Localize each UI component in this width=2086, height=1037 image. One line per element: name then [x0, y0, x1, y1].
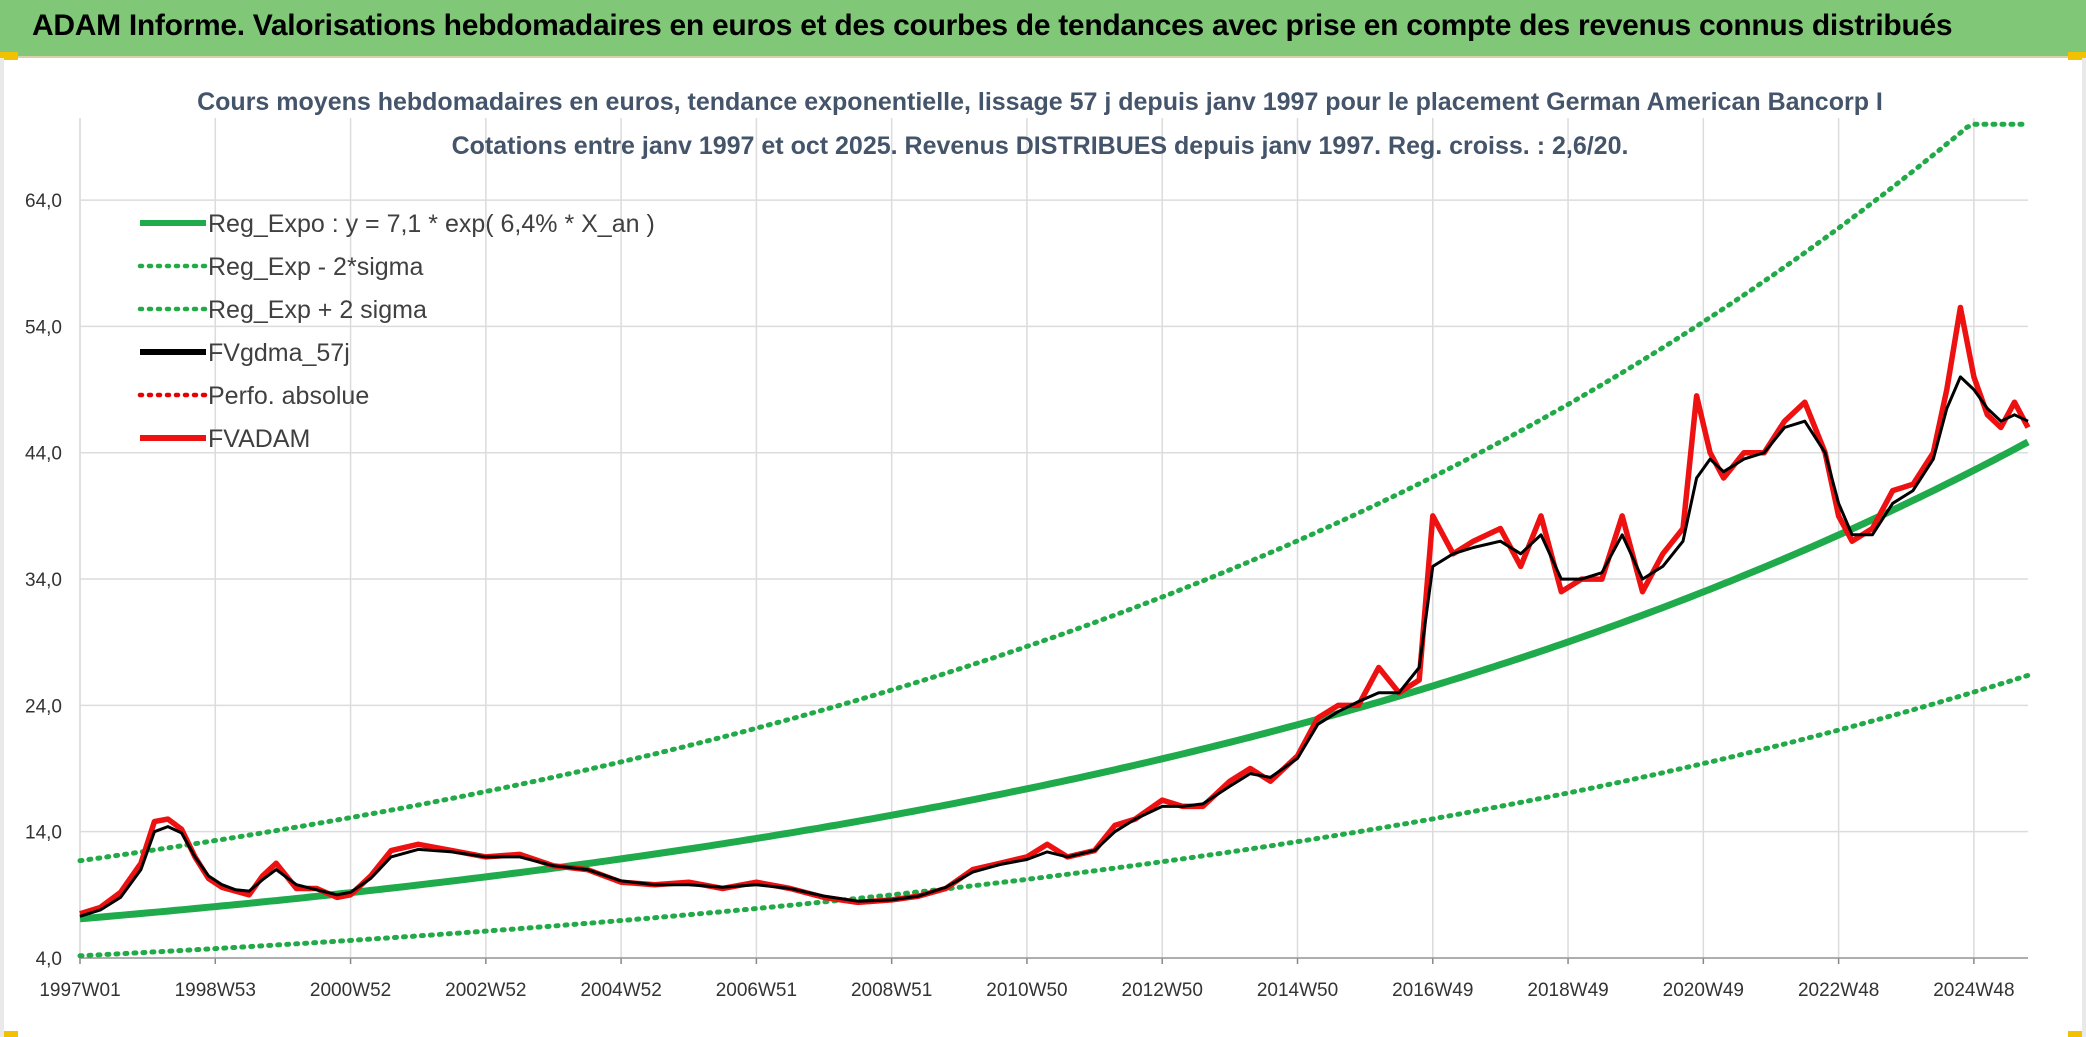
- x-tick-label: 2004W52: [580, 980, 661, 1001]
- chart-title-line-1: Cours moyens hebdomadaires en euros, ten…: [197, 88, 1883, 116]
- y-tick-label: 54,0: [25, 317, 62, 338]
- legend-label: Perfo. absolue: [208, 382, 369, 410]
- report-title: ADAM Informe. Valorisations hebdomadaire…: [32, 9, 1953, 42]
- legend-label: FVADAM: [208, 425, 310, 453]
- banner-corner-left: [0, 52, 18, 60]
- ticks-layer: 4,0 14,0 24,0 34,0 44,0 54,0 64,0 1997W01 1998W5…: [25, 191, 2015, 1001]
- x-tick-label: 2016W49: [1392, 980, 1473, 1001]
- x-tick-label: 1997W01: [39, 980, 120, 1001]
- legend-label: Reg_Exp + 2 sigma: [208, 296, 427, 324]
- x-tick-label: 2022W48: [1798, 980, 1879, 1001]
- series-reg-expo: [79, 438, 2030, 923]
- x-tick-label: 2014W50: [1257, 980, 1338, 1001]
- report-banner: ADAM Informe. Valorisations hebdomadaire…: [0, 0, 2086, 60]
- legend: Reg_Expo : y = 7,1 * exp( 6,4% * X_an ) R…: [137, 210, 655, 453]
- grid-layer: [79, 118, 2028, 964]
- series-reg-lower: [77, 672, 2031, 959]
- y-tick-label: 4,0: [36, 949, 62, 970]
- banner-corner-right: [2068, 52, 2086, 60]
- x-tick-label: 1998W53: [175, 980, 256, 1001]
- x-tick-label: 2002W52: [445, 980, 526, 1001]
- y-tick-label: 34,0: [25, 570, 62, 591]
- legend-label: Reg_Exp - 2*sigma: [208, 253, 423, 281]
- chart-frame: [0, 58, 2086, 1037]
- frame-corner-left: [4, 1031, 18, 1037]
- x-tick-label: 2020W49: [1663, 980, 1744, 1001]
- frame-corner-right: [2068, 1031, 2082, 1037]
- x-tick-label: 2024W48: [1933, 980, 2014, 1001]
- x-tick-label: 2006W51: [716, 980, 797, 1001]
- x-tick-label: 2012W50: [1122, 980, 1203, 1001]
- y-tick-label: 24,0: [25, 696, 62, 717]
- y-tick-label: 14,0: [25, 823, 62, 844]
- x-tick-label: 2018W49: [1527, 980, 1608, 1001]
- series-reg-upper: [77, 121, 2031, 864]
- x-tick-label: 2008W51: [851, 980, 932, 1001]
- y-tick-label: 64,0: [25, 191, 62, 212]
- series-fvadam: [79, 304, 2031, 917]
- legend-label: FVgdma_57j: [208, 339, 350, 367]
- lines-layer: [77, 121, 2031, 959]
- y-tick-label: 44,0: [25, 444, 62, 465]
- x-tick-label: 2010W50: [986, 980, 1067, 1001]
- legend-label: Reg_Expo : y = 7,1 * exp( 6,4% * X_an ): [208, 210, 655, 238]
- chart-title-line-2: Cotations entre janv 1997 et oct 2025. R…: [452, 132, 1629, 160]
- x-tick-label: 2000W52: [310, 980, 391, 1001]
- series-fvgdma: [79, 375, 2029, 918]
